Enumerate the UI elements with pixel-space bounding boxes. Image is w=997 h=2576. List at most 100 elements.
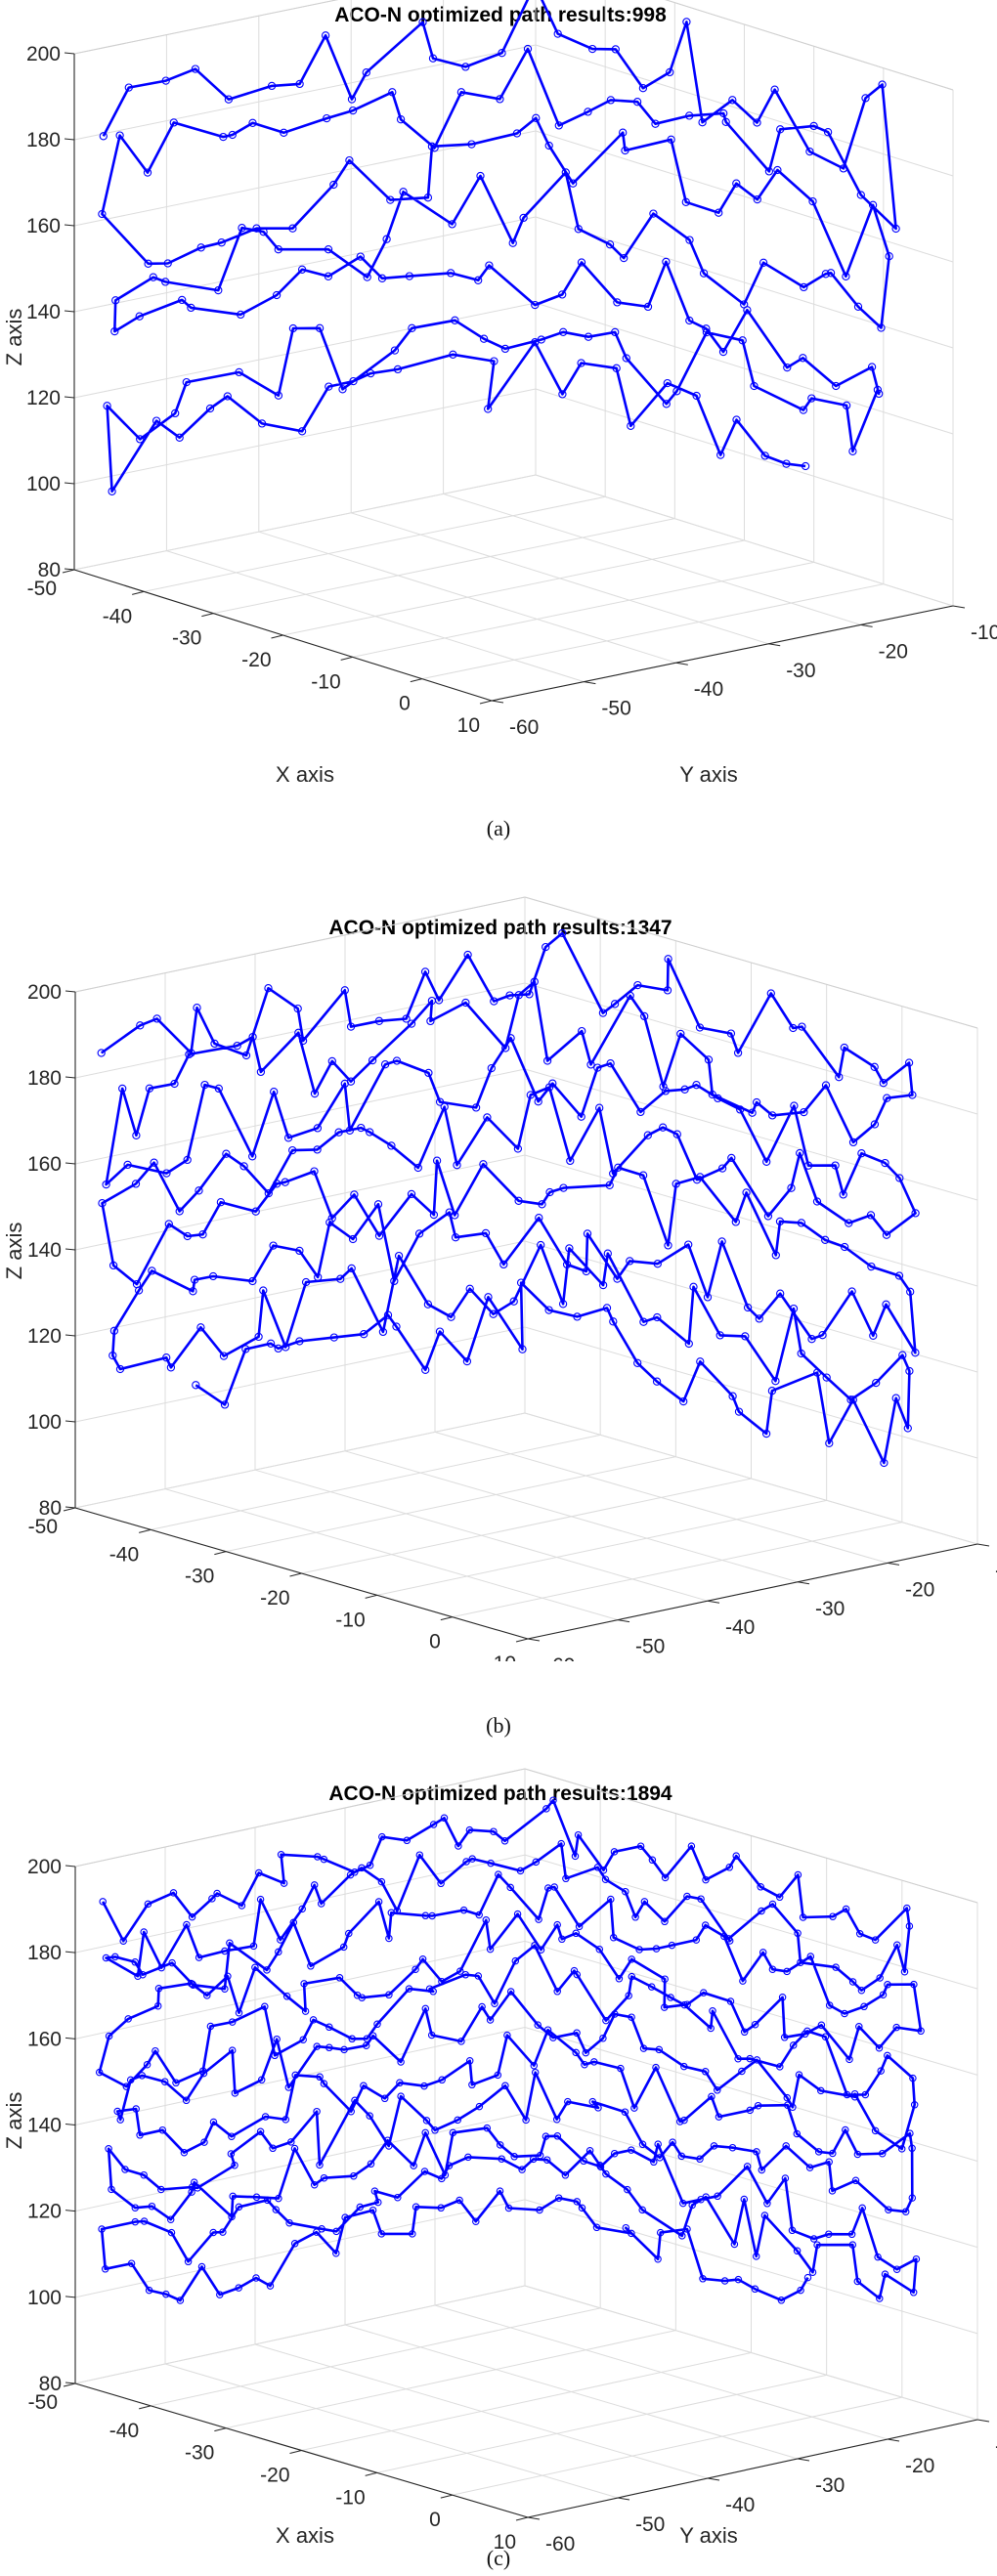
y-tick-label: -20 xyxy=(905,2455,934,2477)
path-node-marker xyxy=(610,1000,620,1009)
path-node-marker xyxy=(687,1842,696,1850)
path-node-marker xyxy=(633,980,642,990)
path-node-marker xyxy=(479,1160,488,1169)
path-node-marker xyxy=(188,1912,196,1921)
path-node-marker xyxy=(856,191,865,199)
path-node-marker xyxy=(543,2026,552,2034)
path-node-marker xyxy=(285,2218,293,2227)
x-tick-label: 0 xyxy=(429,2509,441,2531)
path-node-marker xyxy=(793,2247,802,2255)
path-node-marker xyxy=(640,1898,649,1906)
path-node-marker xyxy=(789,1304,799,1313)
path-node-marker xyxy=(748,1108,757,1117)
path-node-marker xyxy=(675,2118,684,2125)
path-node-marker xyxy=(238,1902,246,1910)
path-node-marker xyxy=(701,1921,710,1929)
path-node-marker xyxy=(770,85,779,94)
path-node-marker xyxy=(374,1016,384,1025)
path-node-marker xyxy=(424,1068,433,1078)
path-node-marker xyxy=(228,2132,236,2140)
path-node-marker xyxy=(835,1073,844,1082)
path-node-marker xyxy=(878,80,887,89)
path-node-marker xyxy=(709,2007,716,2015)
path-node-marker xyxy=(695,1023,705,1032)
path-node-marker xyxy=(880,1458,889,1468)
x-tick-label: 10 xyxy=(457,714,480,737)
caption-a: (a) xyxy=(486,816,511,840)
path-node-marker xyxy=(764,167,774,176)
path-node-marker xyxy=(109,1326,119,1335)
path-node-marker xyxy=(822,1373,831,1382)
path-node-marker xyxy=(314,1853,322,1861)
path-node-marker xyxy=(269,2144,277,2153)
x-tick-label: -40 xyxy=(109,2420,139,2442)
path-node-marker xyxy=(256,1067,266,1077)
path-node-marker xyxy=(776,2063,784,2071)
path-node-marker xyxy=(320,2080,328,2087)
path-node-marker xyxy=(506,1883,514,1892)
path-node-marker xyxy=(347,2107,355,2116)
caption-b: (b) xyxy=(486,1713,511,1738)
path-node-marker xyxy=(566,1156,575,1166)
path-node-marker xyxy=(805,2164,814,2171)
path-node-marker xyxy=(542,2156,551,2164)
path-node-marker xyxy=(392,1322,401,1331)
path-node-marker xyxy=(771,1377,780,1386)
path-node-marker xyxy=(817,2021,826,2030)
path-node-marker xyxy=(661,1873,670,1882)
path-node-marker xyxy=(345,1929,353,1938)
path-node-marker xyxy=(455,1842,462,1850)
z-axis-label: Z axis xyxy=(2,2092,26,2150)
path-node-marker xyxy=(513,1910,522,1918)
z-tick-label: 120 xyxy=(27,1325,62,1348)
path-node-marker xyxy=(702,327,712,337)
path-node-marker xyxy=(124,2015,132,2023)
path-node-marker xyxy=(190,1275,199,1284)
path-node-marker xyxy=(113,2107,121,2116)
path-node-marker xyxy=(753,194,761,204)
path-node-marker xyxy=(182,377,191,387)
path-node-marker xyxy=(187,1979,195,1988)
path-node-marker xyxy=(684,1339,693,1349)
path-node-marker xyxy=(715,2113,723,2121)
path-node-marker xyxy=(320,2173,328,2182)
path-node-marker xyxy=(731,1218,740,1226)
path-node-marker xyxy=(390,346,400,355)
path-node-marker xyxy=(363,2035,371,2042)
path-node-marker xyxy=(347,1264,356,1273)
path-node-marker xyxy=(423,193,433,202)
z-tick-label: 180 xyxy=(27,1942,62,1964)
path-node-marker xyxy=(680,2116,688,2125)
path-node-marker xyxy=(428,1911,436,1920)
path-node-marker xyxy=(871,2126,880,2135)
path-node-marker xyxy=(821,1081,831,1090)
path-node-marker xyxy=(911,1349,920,1357)
path-node-marker xyxy=(387,1141,396,1150)
path-node-marker xyxy=(397,2092,405,2100)
path-node-marker xyxy=(595,1945,604,1953)
path-node-marker xyxy=(627,421,635,430)
path-node-marker xyxy=(910,2101,919,2109)
path-node-marker xyxy=(380,1060,390,1069)
path-node-marker xyxy=(270,1088,279,1096)
path-node-marker xyxy=(846,1395,855,1404)
z-tick-label: 80 xyxy=(39,2373,62,2395)
path-node-marker xyxy=(751,2285,759,2294)
path-node-marker xyxy=(222,1149,231,1158)
path-node-marker xyxy=(327,1056,336,1066)
path-node-marker xyxy=(519,213,528,223)
path-node-marker xyxy=(251,1963,259,1972)
path-node-marker xyxy=(683,2000,691,2008)
path-node-marker xyxy=(210,1039,219,1049)
path-node-marker xyxy=(912,2254,921,2263)
path-node-marker xyxy=(773,165,782,175)
path-node-marker xyxy=(248,1032,257,1042)
path-node-marker xyxy=(842,401,851,410)
path-node-marker xyxy=(346,1022,356,1031)
path-node-marker xyxy=(315,323,325,332)
path-node-marker xyxy=(893,1941,901,1950)
chart-a: ACO-N optimized path results:998 8010012… xyxy=(2,0,997,787)
path-node-marker xyxy=(238,224,246,233)
path-node-marker xyxy=(783,2093,792,2102)
path-node-marker xyxy=(504,2204,513,2212)
